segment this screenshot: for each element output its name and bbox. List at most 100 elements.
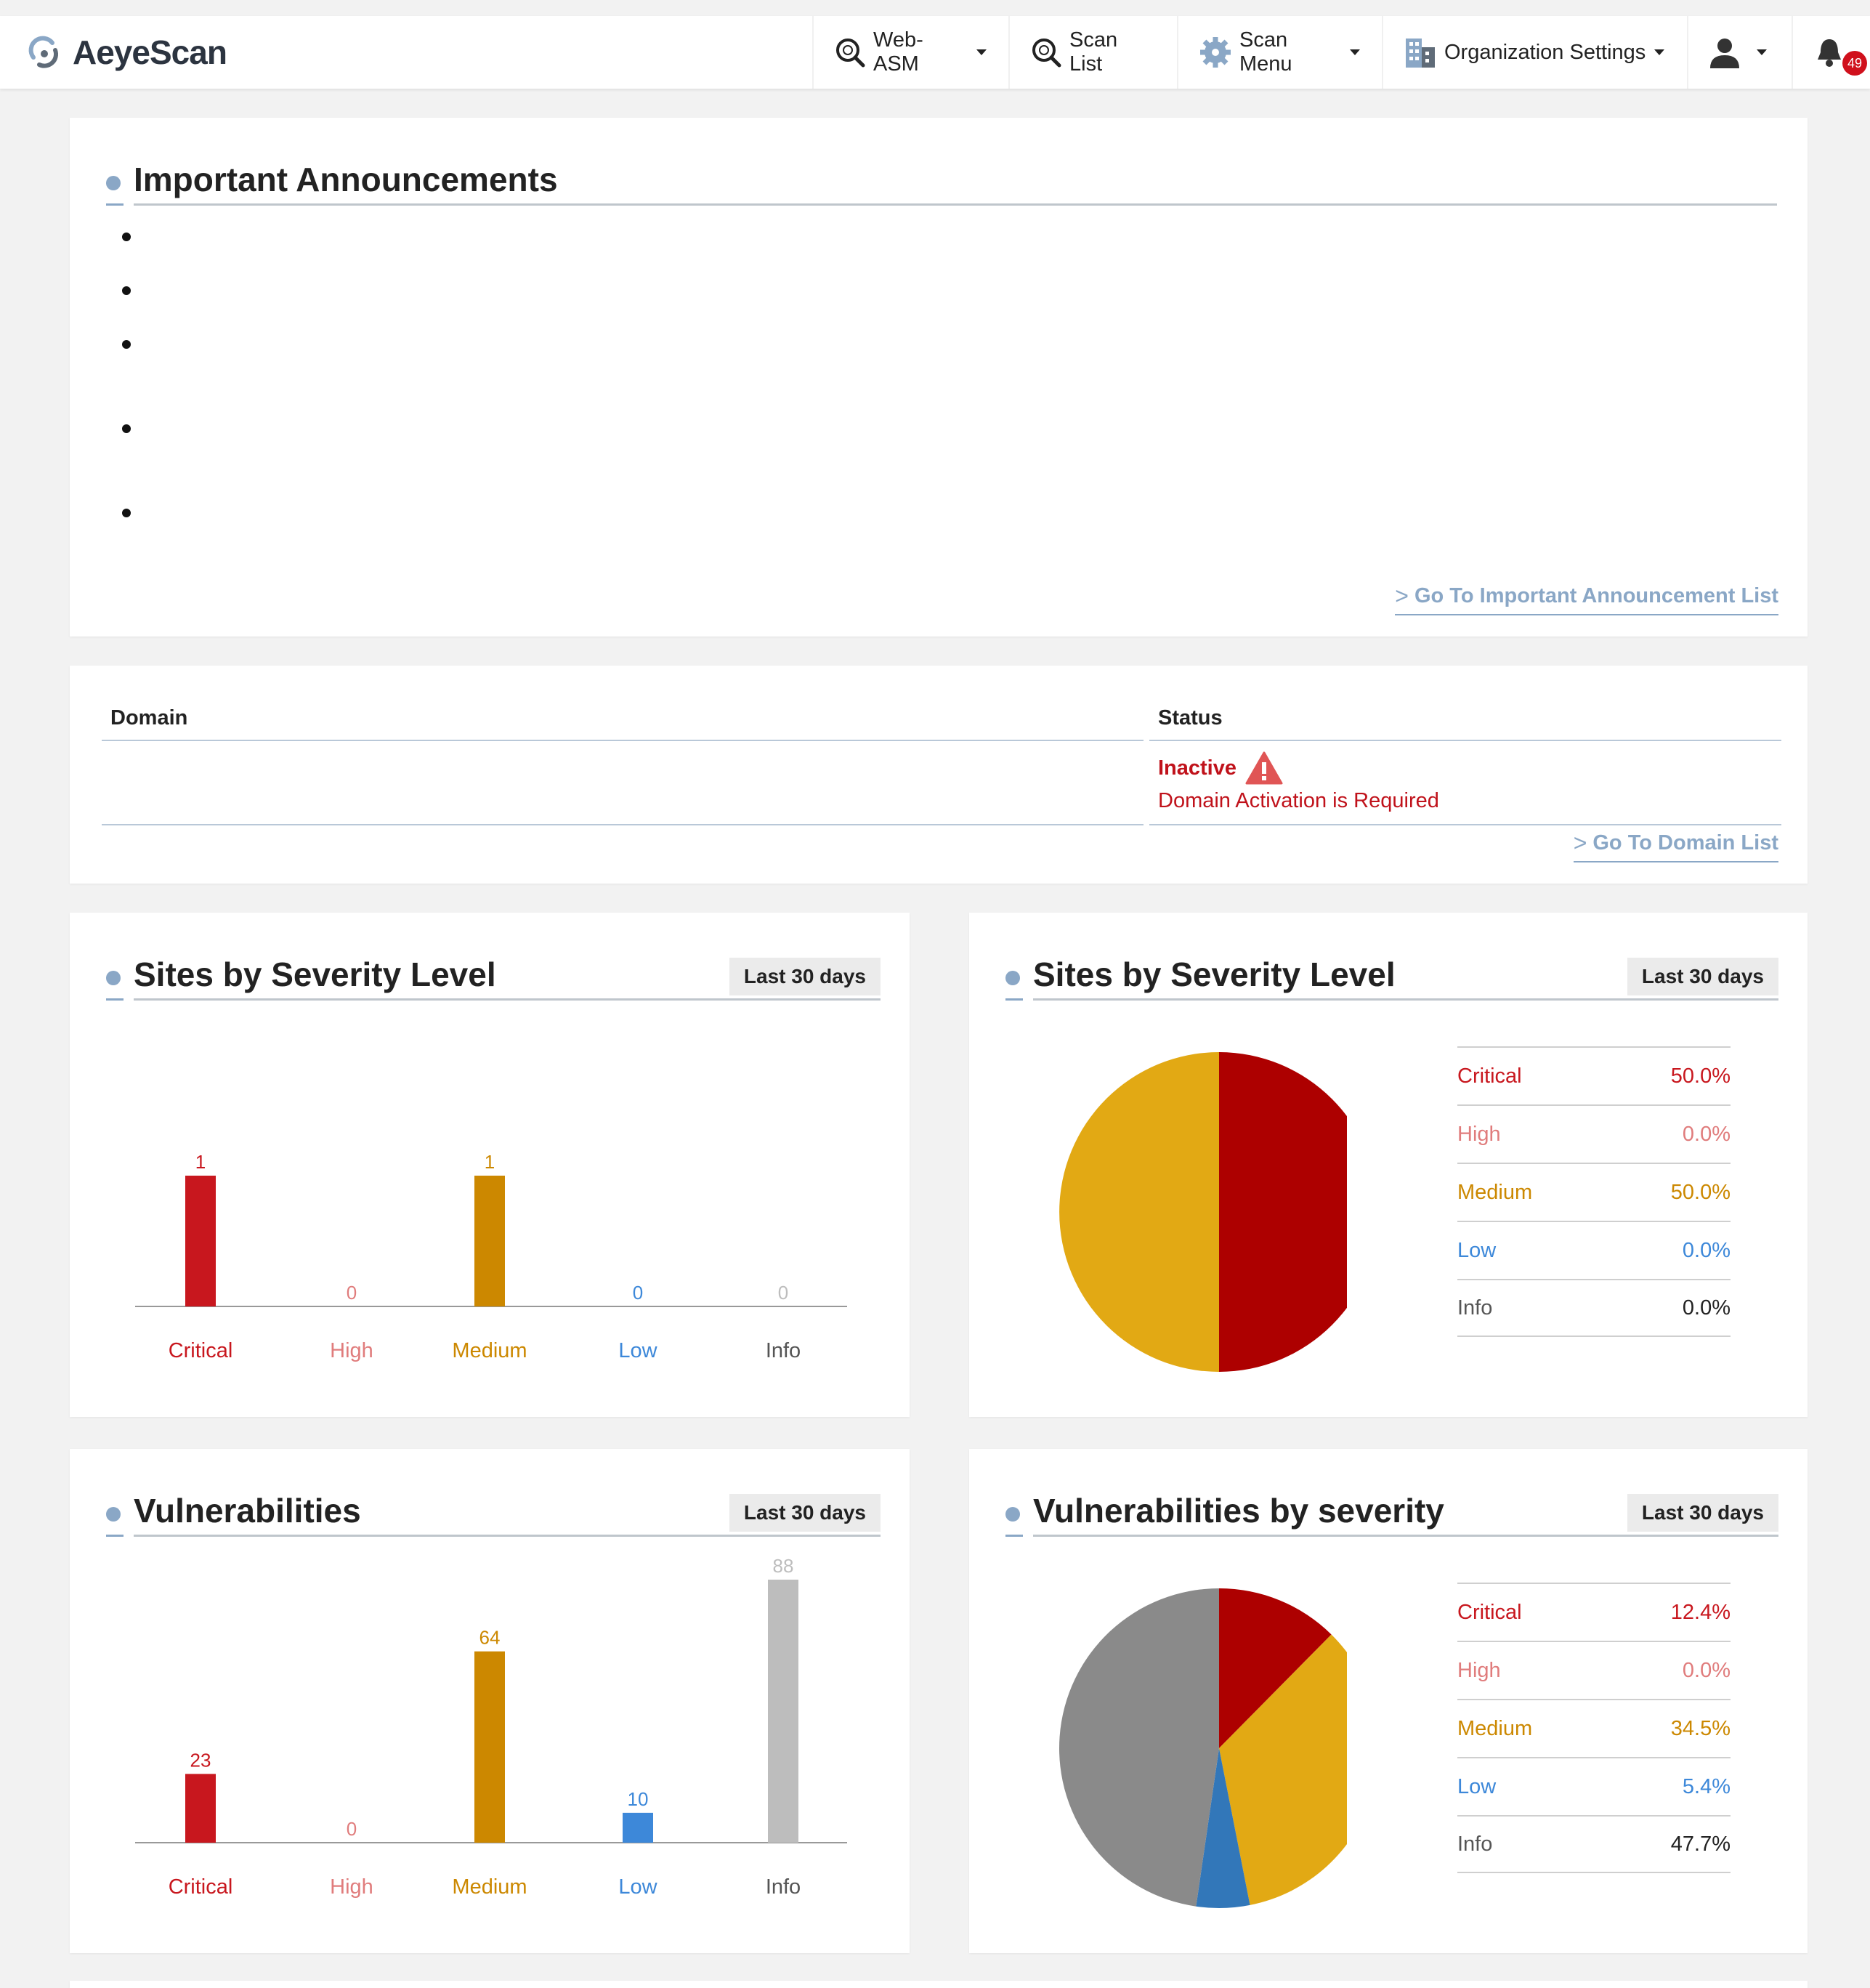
legend-value: 12.4%	[1670, 1600, 1731, 1624]
announcement-bullet	[122, 233, 131, 241]
brand-logo[interactable]: AeyeScan	[26, 29, 227, 76]
title-rule	[1033, 998, 1778, 1001]
title-rule	[134, 203, 1777, 206]
domain-list-link[interactable]: > Go To Domain List	[1573, 830, 1778, 862]
legend-label: High	[1457, 1122, 1501, 1146]
legend-row-info: Info 0.0%	[1457, 1279, 1731, 1337]
bell-icon	[1813, 36, 1845, 68]
period-badge: Last 30 days	[1627, 958, 1778, 995]
nav-scan-menu-label: Scan Menu	[1239, 28, 1292, 76]
title-dot	[106, 971, 121, 985]
legend-value: 0.0%	[1682, 1296, 1731, 1320]
category-label-high: High	[330, 1875, 373, 1899]
chevron-right-icon: >	[1395, 583, 1409, 609]
sites-severity-pie-card: Sites by Severity Level Last 30 days Cri…	[969, 913, 1808, 1417]
building-icon	[1404, 36, 1437, 69]
category-label-high: High	[330, 1339, 373, 1362]
bar-critical	[185, 1176, 216, 1306]
notifications-button[interactable]: 49	[1792, 16, 1870, 89]
title-rule	[1005, 998, 1023, 1001]
legend-row-low: Low 0.0%	[1457, 1221, 1731, 1279]
nav-organization-settings[interactable]: Organization Settings	[1382, 16, 1685, 89]
category-label-low: Low	[618, 1875, 657, 1899]
title-dot	[1005, 1507, 1020, 1522]
table-divider	[1149, 740, 1781, 741]
warning-icon	[1245, 751, 1283, 785]
title-dot	[106, 176, 121, 190]
domain-status-card: Domain Status Inactive Domain Activation…	[70, 666, 1808, 884]
chevron-down-icon	[1350, 49, 1360, 55]
status-column-header: Status	[1158, 706, 1223, 730]
legend-row-high: High 0.0%	[1457, 1641, 1731, 1699]
nav-organization-settings-label: Organization Settings	[1444, 40, 1646, 64]
vulnerabilities-bar-chart: 23 Critical 0 High 64 Medium 10 Low 88 Info	[135, 1555, 847, 1899]
bar-critical	[185, 1774, 216, 1843]
next-card	[70, 1981, 1808, 1988]
legend-label: Medium	[1457, 1180, 1533, 1204]
legend-value: 50.0%	[1670, 1180, 1731, 1204]
legend-row-critical: Critical 50.0%	[1457, 1046, 1731, 1104]
legend-value: 34.5%	[1670, 1716, 1731, 1740]
sites-severity-bar-card: Sites by Severity Level Last 30 days 1 Cr…	[70, 913, 910, 1417]
notification-count-badge: 49	[1842, 51, 1867, 76]
legend-row-low: Low 5.4%	[1457, 1757, 1731, 1815]
announcement-bullet	[122, 340, 131, 349]
announcement-list-link[interactable]: > Go To Important Announcement List	[1395, 583, 1778, 615]
legend-value: 0.0%	[1682, 1658, 1731, 1682]
data-label-info: 88	[773, 1555, 794, 1577]
domain-status-text: Inactive	[1158, 756, 1236, 780]
table-divider	[102, 824, 1144, 825]
announcement-bullet	[122, 286, 131, 295]
vulnerabilities-bar-title: Vulnerabilities	[134, 1492, 361, 1530]
legend-label: Critical	[1457, 1064, 1522, 1088]
data-label-low: 0	[633, 1282, 643, 1304]
legend-label: Critical	[1457, 1600, 1522, 1624]
pie-slice-critical	[1219, 1588, 1332, 1748]
category-label-info: Info	[766, 1875, 801, 1899]
period-badge: Last 30 days	[729, 1494, 881, 1532]
sites-pie-title: Sites by Severity Level	[1033, 955, 1396, 993]
nav-scan-menu[interactable]: Scan Menu	[1177, 16, 1380, 89]
announcements-title: Important Announcements	[134, 161, 558, 198]
sites-severity-pie-chart	[1059, 1052, 1347, 1372]
announcement-bullet	[122, 509, 131, 517]
table-divider	[1149, 824, 1781, 825]
vulnerabilities-pie-chart	[1059, 1588, 1347, 1908]
legend-value: 50.0%	[1670, 1064, 1731, 1088]
legend-row-critical: Critical 12.4%	[1457, 1583, 1731, 1641]
gear-icon	[1199, 36, 1232, 69]
data-label-info: 0	[778, 1282, 788, 1304]
bar-low	[623, 1812, 653, 1843]
category-label-info: Info	[766, 1339, 801, 1362]
nav-scan-list[interactable]: Scan List	[1008, 16, 1175, 89]
pie-slice-info	[1059, 1588, 1219, 1907]
bar-info	[768, 1580, 798, 1843]
category-label-critical: Critical	[169, 1339, 233, 1362]
legend-label: High	[1457, 1658, 1501, 1682]
legend-value: 5.4%	[1682, 1774, 1731, 1798]
chevron-down-icon	[1654, 49, 1665, 55]
domain-column-header: Domain	[110, 706, 188, 730]
data-label-high: 0	[347, 1818, 357, 1840]
legend-row-medium: Medium 50.0%	[1457, 1163, 1731, 1221]
period-badge: Last 30 days	[1627, 1494, 1778, 1532]
nav-web-asm[interactable]: Web-ASM	[812, 16, 1007, 89]
legend-row-medium: Medium 34.5%	[1457, 1699, 1731, 1757]
table-divider	[102, 740, 1144, 741]
legend-row-high: High 0.0%	[1457, 1104, 1731, 1163]
pie-slice-low	[1196, 1748, 1250, 1908]
data-label-medium: 64	[479, 1627, 501, 1649]
title-rule	[106, 998, 124, 1001]
title-dot	[1005, 971, 1020, 985]
legend-label: Low	[1457, 1774, 1497, 1798]
announcements-card: Important Announcements > Go To Importan…	[70, 118, 1808, 637]
user-menu[interactable]	[1687, 16, 1790, 89]
nav-scan-list-label: Scan List	[1069, 28, 1118, 76]
title-dot	[106, 1507, 121, 1522]
data-label-medium: 1	[485, 1151, 495, 1173]
category-label-medium: Medium	[452, 1339, 527, 1362]
legend-label: Low	[1457, 1238, 1497, 1262]
legend-value: 0.0%	[1682, 1122, 1731, 1146]
domain-status: Inactive	[1158, 751, 1283, 785]
title-rule	[106, 1535, 124, 1537]
